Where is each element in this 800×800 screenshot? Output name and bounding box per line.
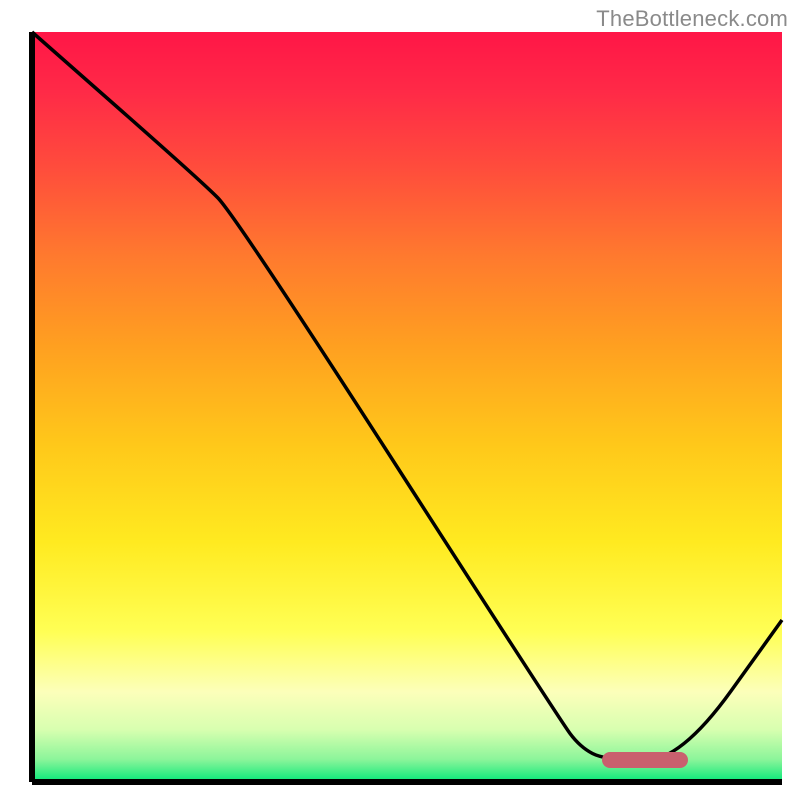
chart-container: TheBottleneck.com bbox=[0, 0, 800, 800]
watermark-text: TheBottleneck.com bbox=[596, 6, 788, 32]
plot-background bbox=[32, 32, 782, 782]
bottleneck-chart bbox=[0, 0, 800, 800]
